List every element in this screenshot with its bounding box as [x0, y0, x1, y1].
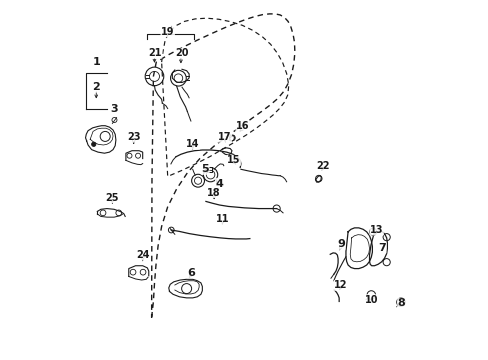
Text: 1: 1	[92, 57, 100, 67]
Text: 12: 12	[333, 280, 347, 291]
Text: 25: 25	[105, 193, 119, 203]
Text: 8: 8	[397, 298, 405, 308]
Text: 4: 4	[215, 179, 223, 189]
Text: 3: 3	[110, 104, 118, 113]
Text: 11: 11	[216, 214, 229, 224]
Text: 17: 17	[218, 132, 231, 142]
Text: 2: 2	[92, 82, 100, 92]
Text: 7: 7	[377, 243, 385, 253]
Text: 24: 24	[136, 250, 149, 260]
Text: 15: 15	[226, 156, 240, 165]
Text: 18: 18	[207, 188, 221, 198]
Text: 20: 20	[175, 48, 188, 58]
Text: 9: 9	[336, 239, 344, 249]
Text: 14: 14	[185, 139, 199, 149]
Text: 16: 16	[236, 121, 249, 131]
Text: 10: 10	[364, 295, 377, 305]
Text: 5: 5	[201, 164, 208, 174]
Text: 19: 19	[161, 27, 174, 37]
Text: 6: 6	[186, 268, 194, 278]
Text: 23: 23	[127, 132, 140, 142]
Text: 22: 22	[316, 161, 329, 171]
Text: 13: 13	[369, 225, 383, 235]
Text: 21: 21	[148, 48, 162, 58]
Circle shape	[91, 142, 96, 147]
